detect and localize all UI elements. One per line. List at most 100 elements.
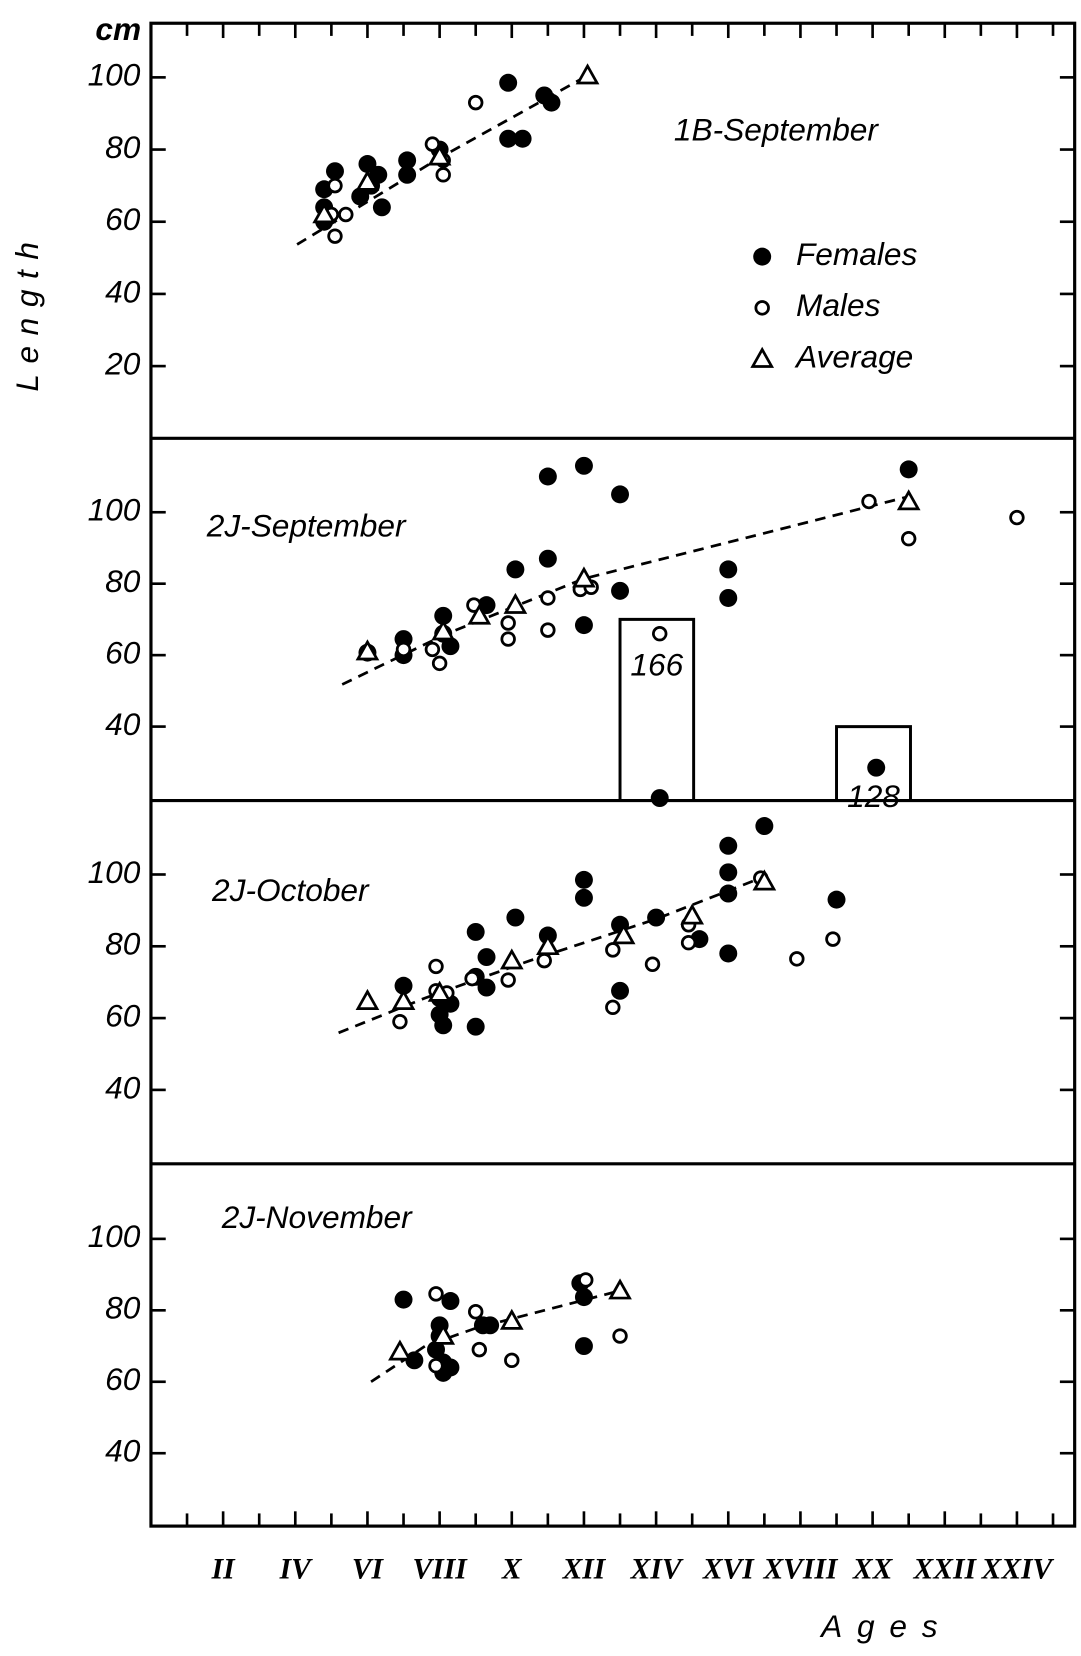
male-point — [789, 951, 805, 967]
average-point — [575, 63, 600, 85]
male-point — [578, 1272, 594, 1288]
average-point — [503, 592, 528, 614]
male-point — [428, 1357, 444, 1374]
y-tick-label: 80 — [105, 926, 141, 962]
x-tick-label: XX — [852, 1553, 894, 1585]
female-point — [574, 616, 593, 635]
female-point — [574, 1288, 593, 1307]
female-point — [441, 1292, 460, 1311]
male-point — [428, 1286, 444, 1302]
female-point — [574, 456, 593, 475]
female-point — [398, 151, 417, 170]
female-point — [506, 560, 525, 579]
y-tick-label: 60 — [105, 1361, 141, 1397]
male-point — [825, 931, 841, 947]
female-point — [394, 1290, 413, 1309]
inset-bar — [618, 617, 696, 801]
female-point — [719, 560, 738, 579]
trend-line — [341, 495, 910, 686]
average-point — [572, 566, 596, 588]
y-tick-label: 100 — [88, 492, 141, 528]
female-point — [441, 1358, 460, 1377]
female-point — [441, 637, 460, 656]
female-point — [755, 817, 774, 836]
legend-marker — [754, 300, 770, 316]
male-point — [540, 590, 556, 606]
female-point — [538, 467, 557, 486]
female-point — [719, 836, 738, 855]
average-point — [355, 639, 380, 661]
male-point — [605, 999, 621, 1016]
male-point — [540, 622, 556, 638]
x-axis-label: Ages — [819, 1608, 952, 1644]
average-point — [611, 923, 636, 945]
y-tick-label: 40 — [105, 706, 141, 742]
female-point — [719, 884, 738, 903]
female-point — [405, 1351, 424, 1370]
male-point — [500, 631, 516, 647]
male-point — [1009, 509, 1025, 526]
female-point — [466, 922, 485, 941]
male-point — [431, 655, 448, 672]
y-tick-label: 20 — [104, 345, 141, 381]
y-unit: cm — [95, 11, 141, 47]
female-point — [326, 162, 344, 181]
legend-label: Males — [796, 287, 881, 323]
male-point — [644, 956, 661, 972]
legend-marker — [753, 247, 772, 266]
male-point — [467, 1304, 484, 1320]
average-point — [536, 933, 560, 956]
female-point — [574, 888, 593, 907]
y-tick-label: 100 — [88, 57, 141, 93]
male-point — [395, 641, 412, 658]
female-point — [827, 890, 846, 909]
y-tick-label: 80 — [105, 1290, 141, 1326]
y-tick-label: 80 — [105, 563, 141, 599]
male-point — [500, 615, 516, 631]
y-axis-label: Length — [9, 231, 45, 391]
average-point — [499, 948, 524, 970]
male-point — [435, 167, 451, 183]
x-tick-label: VIII — [413, 1553, 469, 1585]
male-point — [500, 972, 516, 988]
male-point — [605, 942, 621, 958]
x-tick-label: XXIV — [981, 1553, 1055, 1585]
average-point — [680, 903, 705, 925]
female-point — [499, 129, 518, 148]
male-point — [680, 934, 697, 951]
y-tick-label: 60 — [105, 634, 141, 670]
male-point — [424, 136, 441, 152]
female-point — [394, 976, 413, 995]
legend-label: Females — [796, 236, 918, 272]
y-tick-label: 60 — [105, 997, 141, 1033]
female-point — [398, 165, 417, 184]
male-point — [428, 958, 444, 975]
panel-title: 1B-September — [674, 111, 880, 147]
male-point — [504, 1352, 520, 1369]
female-point — [506, 908, 525, 927]
male-point — [652, 625, 668, 642]
female-point — [899, 460, 918, 479]
female-point — [466, 1017, 485, 1036]
female-point — [542, 93, 561, 112]
x-tick-label: II — [211, 1553, 236, 1585]
average-point — [391, 988, 416, 1010]
male-point — [424, 641, 441, 658]
x-tick-label: X — [501, 1553, 523, 1585]
female-point — [372, 198, 391, 217]
x-tick-label: XVI — [702, 1553, 755, 1585]
female-point — [719, 863, 738, 882]
female-point — [369, 165, 388, 184]
female-point — [477, 948, 496, 967]
average-point — [355, 169, 380, 191]
male-point — [612, 1328, 628, 1344]
y-tick-label: 100 — [88, 854, 141, 890]
inset-bar-label: 128 — [847, 778, 900, 814]
female-point — [719, 944, 738, 963]
average-point — [431, 619, 456, 641]
male-point — [536, 952, 552, 969]
female-point — [481, 1316, 500, 1335]
x-tick-label: XVIII — [762, 1553, 838, 1585]
